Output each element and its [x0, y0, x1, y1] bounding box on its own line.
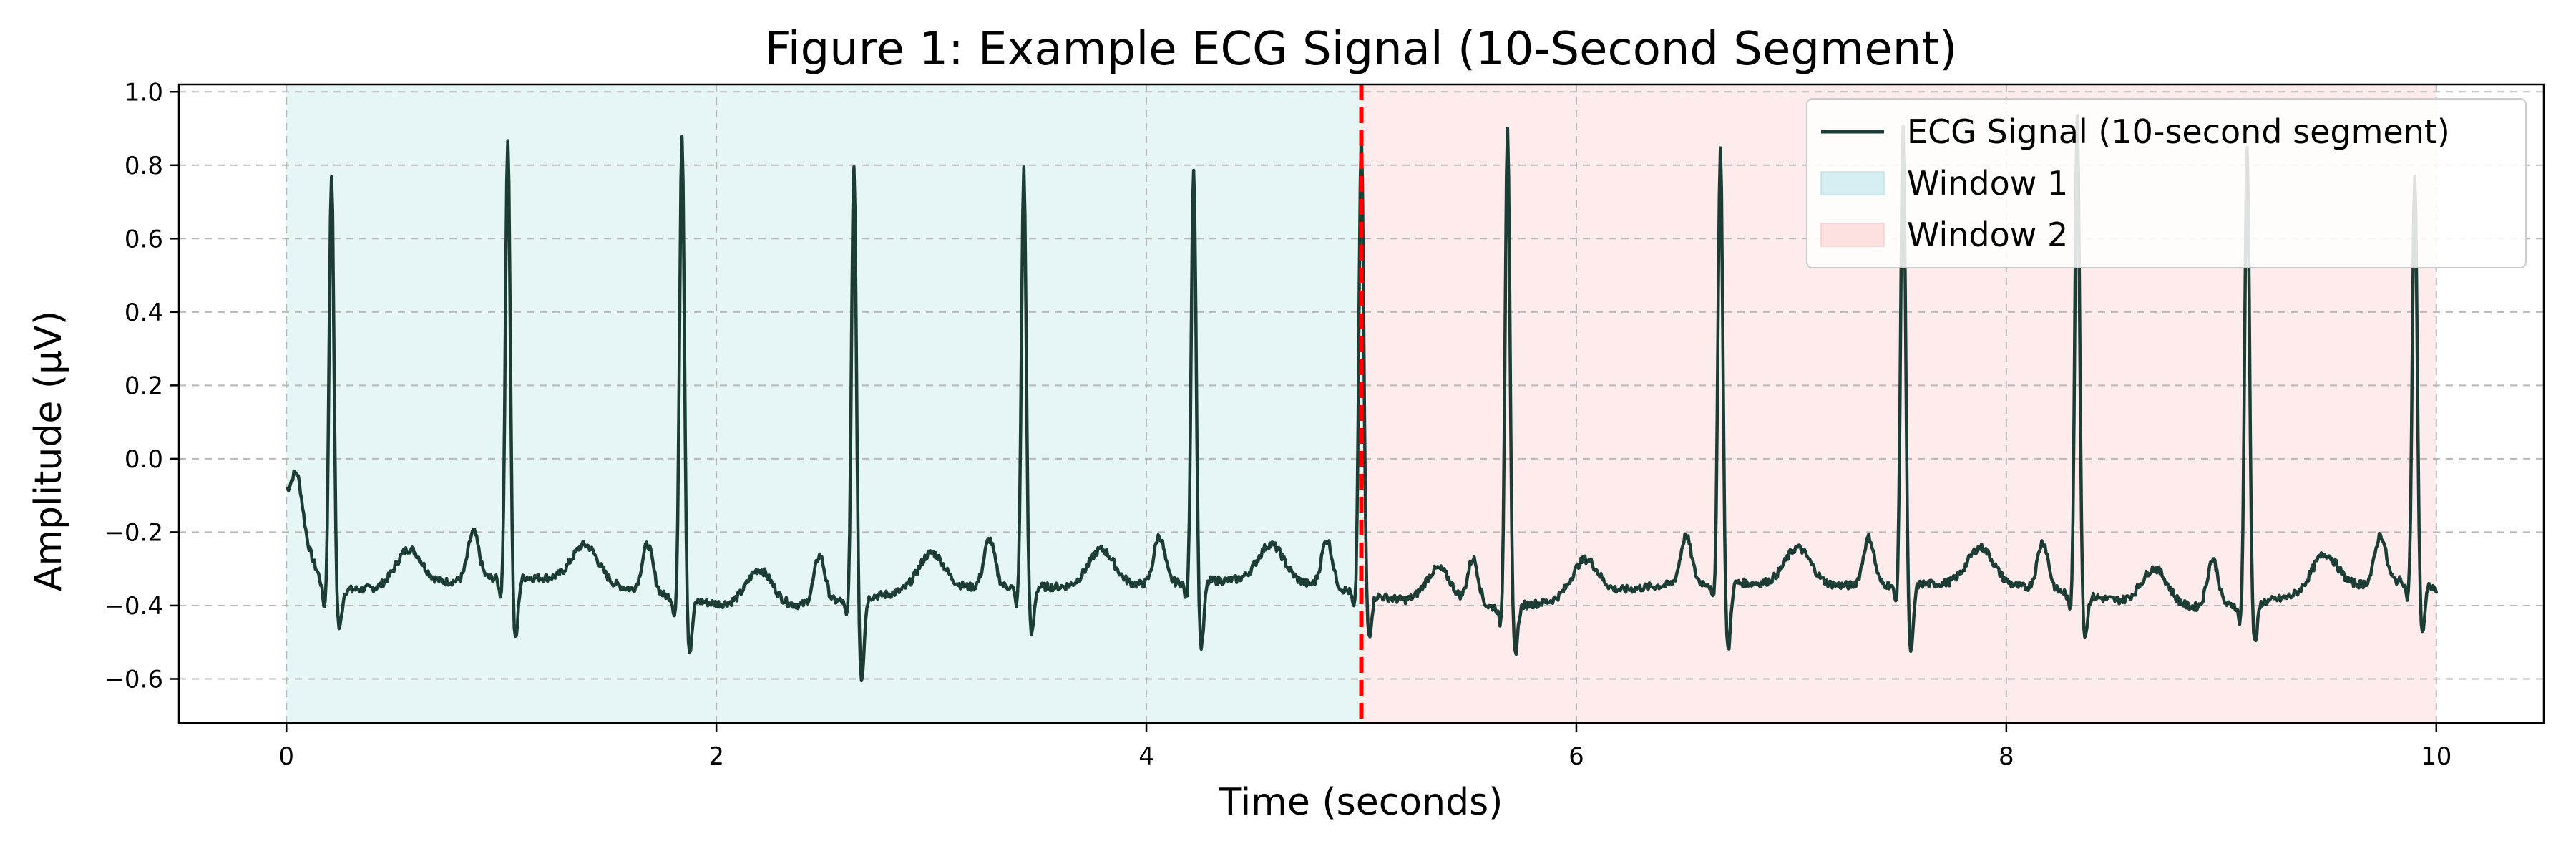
legend-swatch-window-1 — [1820, 171, 1885, 195]
legend: ECG Signal (10-second segment) Window 1 Wi… — [1806, 98, 2527, 268]
region-window-1 — [286, 84, 1362, 723]
plot-frame — [177, 83, 2545, 724]
y-axis-ticks: −0.6 −0.4 −0.2 0.0 0.2 0.4 0.6 0.8 1.0 — [104, 78, 179, 694]
y-tick-label: −0.6 — [104, 665, 163, 694]
y-tick-label: 0.8 — [125, 152, 163, 180]
legend-label: ECG Signal (10-second segment) — [1907, 112, 2450, 151]
y-axis-label: Amplitude (μV) — [27, 311, 70, 591]
x-tick-label: 10 — [2421, 742, 2451, 771]
x-tick-label: 6 — [1568, 742, 1584, 771]
y-tick-label: 0.2 — [125, 372, 163, 400]
x-tick-label: 4 — [1138, 742, 1154, 771]
x-axis-label: Time (seconds) — [1219, 781, 1503, 824]
x-tick-label: 2 — [708, 742, 724, 771]
y-tick-label: 0.0 — [125, 445, 163, 474]
x-tick-label: 8 — [1999, 742, 2014, 771]
legend-label: Window 1 — [1907, 164, 2068, 203]
legend-box — [1806, 98, 2527, 268]
x-axis-ticks: 0 2 4 6 8 10 — [278, 723, 2451, 771]
y-tick-label: 0.4 — [125, 299, 163, 327]
chart-title: Figure 1: Example ECG Signal (10-Second … — [765, 23, 1958, 76]
y-tick-label: −0.4 — [104, 592, 163, 621]
legend-swatch-window-2 — [1820, 223, 1885, 247]
y-tick-label: 1.0 — [125, 78, 163, 107]
y-tick-label: −0.2 — [104, 518, 163, 547]
y-tick-label: 0.6 — [125, 225, 163, 253]
legend-label: Window 2 — [1907, 215, 2068, 254]
x-tick-label: 0 — [278, 742, 294, 771]
